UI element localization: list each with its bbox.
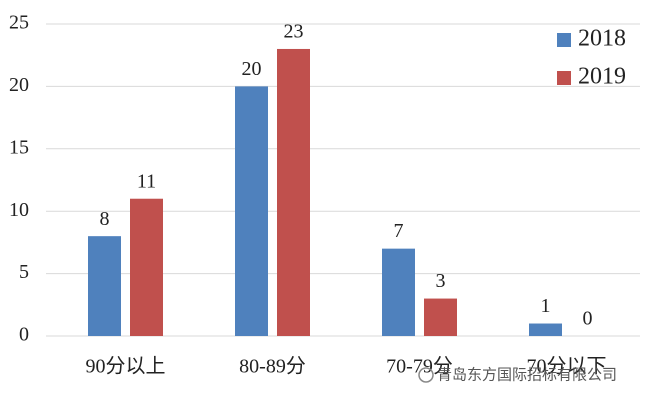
data-label: 0 — [583, 308, 593, 330]
watermark: 青岛东方国际招标有限公司 — [418, 366, 617, 384]
bar — [529, 323, 562, 336]
bar — [382, 248, 415, 336]
y-tick-label: 15 — [9, 136, 29, 158]
y-tick-label: 5 — [19, 261, 29, 283]
data-label: 23 — [284, 21, 304, 43]
data-label: 20 — [242, 58, 262, 80]
y-tick-label: 20 — [9, 74, 29, 96]
legend-swatch — [557, 33, 571, 47]
y-tick-label: 10 — [9, 199, 29, 221]
legend-swatch — [557, 71, 571, 85]
data-label: 11 — [137, 170, 156, 192]
legend-label: 2018 — [578, 26, 626, 52]
y-tick-label: 25 — [9, 12, 29, 34]
watermark-icon — [418, 367, 434, 383]
legend-label: 2019 — [578, 64, 626, 90]
data-label: 7 — [394, 220, 404, 242]
data-label: 8 — [100, 208, 110, 230]
bar — [277, 48, 310, 337]
bar — [424, 298, 457, 336]
bar — [235, 86, 268, 337]
bar — [130, 198, 163, 336]
watermark-text: 青岛东方国际招标有限公司 — [437, 366, 617, 384]
data-label: 3 — [436, 270, 446, 292]
x-tick-label: 80-89分 — [239, 355, 306, 378]
bar — [88, 236, 121, 336]
x-tick-label: 70-79分 — [386, 355, 453, 378]
x-tick-label: 70分以下 — [527, 355, 607, 378]
y-tick-label: 0 — [19, 324, 29, 346]
x-tick-label: 90分以上 — [86, 355, 166, 378]
data-label: 1 — [541, 295, 551, 317]
